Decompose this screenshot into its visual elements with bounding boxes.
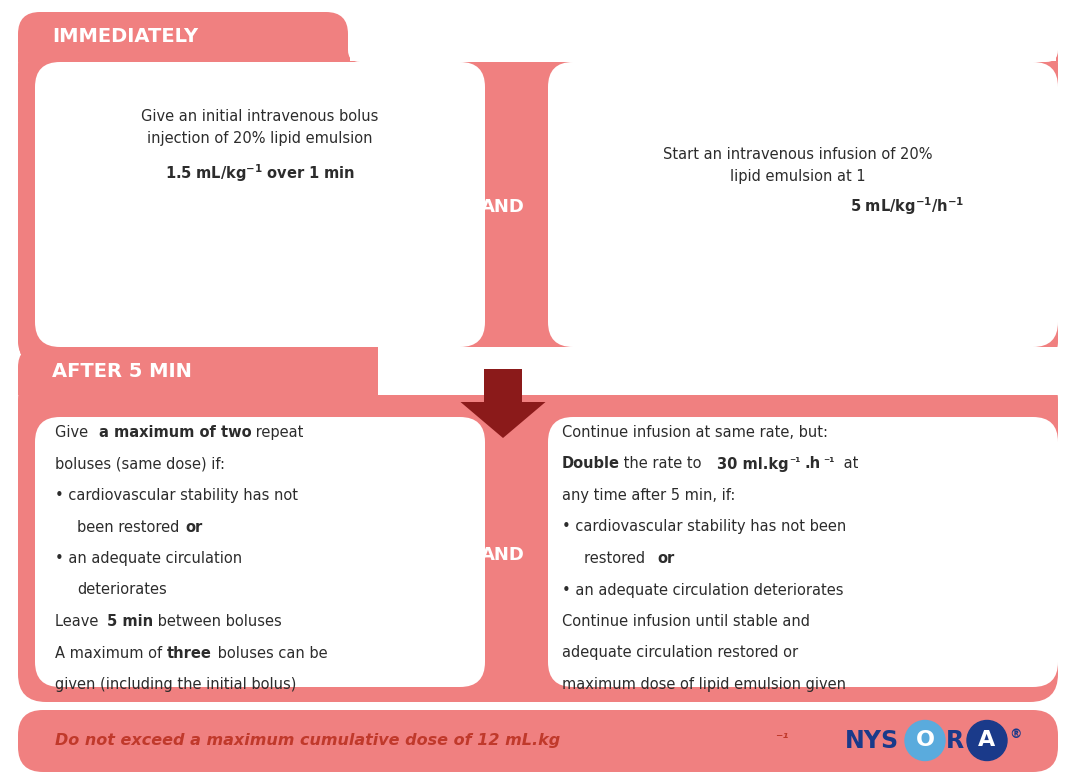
FancyBboxPatch shape bbox=[18, 39, 1058, 367]
Text: been restored: been restored bbox=[77, 520, 184, 535]
Text: .h: .h bbox=[805, 457, 821, 472]
Text: 5 min: 5 min bbox=[107, 614, 153, 629]
Text: NYS: NYS bbox=[845, 729, 900, 752]
FancyBboxPatch shape bbox=[18, 12, 348, 62]
FancyBboxPatch shape bbox=[348, 12, 1058, 62]
Text: • cardiovascular stability has not: • cardiovascular stability has not bbox=[55, 488, 298, 503]
FancyBboxPatch shape bbox=[18, 372, 1058, 702]
FancyBboxPatch shape bbox=[378, 347, 1058, 395]
Text: boluses can be: boluses can be bbox=[213, 646, 327, 660]
Text: Continue infusion until stable and: Continue infusion until stable and bbox=[562, 614, 810, 629]
FancyBboxPatch shape bbox=[18, 39, 1058, 62]
Text: • an adequate circulation: • an adequate circulation bbox=[55, 551, 242, 566]
FancyBboxPatch shape bbox=[36, 417, 485, 687]
FancyBboxPatch shape bbox=[350, 13, 1056, 61]
Text: ⁻¹: ⁻¹ bbox=[775, 733, 789, 747]
Text: or: or bbox=[657, 551, 675, 566]
FancyBboxPatch shape bbox=[18, 710, 1058, 772]
FancyArrow shape bbox=[461, 402, 546, 438]
FancyBboxPatch shape bbox=[18, 347, 378, 395]
FancyBboxPatch shape bbox=[36, 62, 485, 347]
Text: O: O bbox=[916, 730, 934, 751]
Text: three: three bbox=[167, 646, 212, 660]
Text: or: or bbox=[185, 520, 202, 535]
Text: 30 ml.kg: 30 ml.kg bbox=[717, 457, 789, 472]
Text: A maximum of: A maximum of bbox=[55, 646, 167, 660]
Circle shape bbox=[967, 720, 1007, 761]
Text: the rate to: the rate to bbox=[619, 457, 706, 472]
Text: Start an intravenous infusion of 20%
lipid emulsion at 1: Start an intravenous infusion of 20% lip… bbox=[663, 147, 933, 183]
Text: Give an initial intravenous bolus
injection of 20% lipid emulsion: Give an initial intravenous bolus inject… bbox=[141, 109, 379, 145]
Circle shape bbox=[905, 720, 945, 761]
Text: AND: AND bbox=[481, 546, 525, 564]
Text: a maximum of two: a maximum of two bbox=[99, 425, 252, 440]
FancyBboxPatch shape bbox=[18, 39, 1058, 367]
Text: • cardiovascular stability has not been: • cardiovascular stability has not been bbox=[562, 520, 846, 535]
Text: restored: restored bbox=[584, 551, 650, 566]
Text: AFTER 5 MIN: AFTER 5 MIN bbox=[52, 361, 192, 381]
Text: $\mathbf{1.5\ mL/kg^{-1}\ over\ 1\ min}$: $\mathbf{1.5\ mL/kg^{-1}\ over\ 1\ min}$ bbox=[165, 162, 355, 183]
Text: Do not exceed a maximum cumulative dose of 12 mL.kg: Do not exceed a maximum cumulative dose … bbox=[55, 733, 561, 748]
Text: Leave: Leave bbox=[55, 614, 103, 629]
FancyBboxPatch shape bbox=[484, 369, 522, 402]
Text: ®: ® bbox=[1009, 729, 1021, 741]
FancyBboxPatch shape bbox=[18, 372, 1058, 395]
Text: any time after 5 min, if:: any time after 5 min, if: bbox=[562, 488, 735, 503]
Text: given (including the initial bolus): given (including the initial bolus) bbox=[55, 677, 296, 692]
Text: R: R bbox=[946, 729, 964, 752]
Text: maximum dose of lipid emulsion given: maximum dose of lipid emulsion given bbox=[562, 677, 846, 692]
Text: IMMEDIATELY: IMMEDIATELY bbox=[52, 27, 198, 47]
Text: repeat: repeat bbox=[251, 425, 303, 440]
Text: ⁻¹: ⁻¹ bbox=[789, 457, 801, 469]
FancyBboxPatch shape bbox=[548, 417, 1058, 687]
Text: Continue infusion at same rate, but:: Continue infusion at same rate, but: bbox=[562, 425, 829, 440]
Text: AND: AND bbox=[481, 198, 525, 216]
Text: boluses (same dose) if:: boluses (same dose) if: bbox=[55, 457, 225, 472]
Text: A: A bbox=[978, 730, 995, 751]
Text: at: at bbox=[839, 457, 859, 472]
Text: • an adequate circulation deteriorates: • an adequate circulation deteriorates bbox=[562, 583, 844, 598]
FancyBboxPatch shape bbox=[548, 62, 1058, 347]
Text: between boluses: between boluses bbox=[153, 614, 282, 629]
Text: ⁻¹: ⁻¹ bbox=[823, 457, 834, 469]
Text: Double: Double bbox=[562, 457, 620, 472]
Text: adequate circulation restored or: adequate circulation restored or bbox=[562, 646, 798, 660]
Text: $\mathbf{5\ mL/kg^{-1}/h^{-1}}$: $\mathbf{5\ mL/kg^{-1}/h^{-1}}$ bbox=[850, 195, 964, 217]
Text: deteriorates: deteriorates bbox=[77, 583, 167, 598]
Text: Give: Give bbox=[55, 425, 93, 440]
